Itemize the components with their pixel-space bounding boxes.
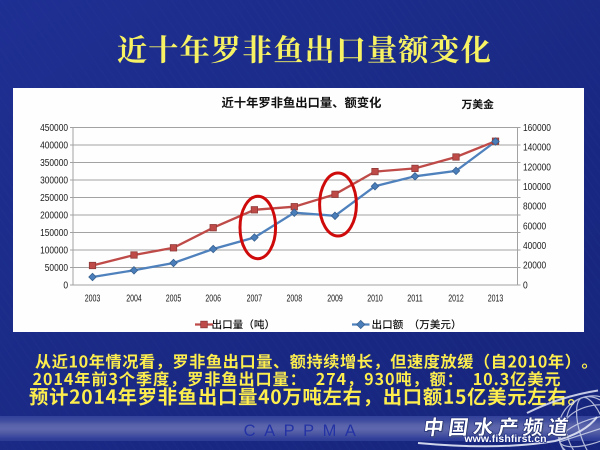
svg-text:100000: 100000 xyxy=(40,245,68,256)
svg-text:120000: 120000 xyxy=(523,162,551,173)
svg-text:60000: 60000 xyxy=(523,221,547,232)
svg-text:2007: 2007 xyxy=(247,294,263,305)
svg-text:50000: 50000 xyxy=(45,263,69,274)
svg-text:20000: 20000 xyxy=(523,261,547,272)
svg-text:2003: 2003 xyxy=(85,294,101,305)
svg-text:0: 0 xyxy=(63,280,68,291)
svg-text:250000: 250000 xyxy=(40,193,68,204)
svg-text:100000: 100000 xyxy=(523,182,551,193)
svg-text:40000: 40000 xyxy=(523,241,547,252)
svg-text:400000: 400000 xyxy=(40,140,68,151)
svg-text:150000: 150000 xyxy=(40,228,68,239)
svg-text:2009: 2009 xyxy=(327,294,343,305)
svg-text:2005: 2005 xyxy=(166,294,182,305)
svg-text:2008: 2008 xyxy=(287,294,303,305)
svg-text:450000: 450000 xyxy=(40,123,68,134)
svg-text:2004: 2004 xyxy=(126,294,142,305)
svg-text:80000: 80000 xyxy=(523,202,547,213)
svg-text:2010: 2010 xyxy=(367,294,383,305)
svg-text:www.fishfirst.cn: www.fishfirst.cn xyxy=(463,433,546,445)
svg-text:2006: 2006 xyxy=(205,294,221,305)
svg-text:350000: 350000 xyxy=(40,158,68,169)
svg-text:200000: 200000 xyxy=(40,210,68,221)
svg-text:2011: 2011 xyxy=(407,294,423,305)
svg-text:2013: 2013 xyxy=(488,294,504,305)
svg-text:300000: 300000 xyxy=(40,175,68,186)
svg-text:2012: 2012 xyxy=(448,294,464,305)
svg-text:160000: 160000 xyxy=(523,123,551,134)
svg-text:0: 0 xyxy=(523,280,528,291)
svg-text:CAPPMA: CAPPMA xyxy=(244,422,365,440)
svg-text:140000: 140000 xyxy=(523,143,551,154)
